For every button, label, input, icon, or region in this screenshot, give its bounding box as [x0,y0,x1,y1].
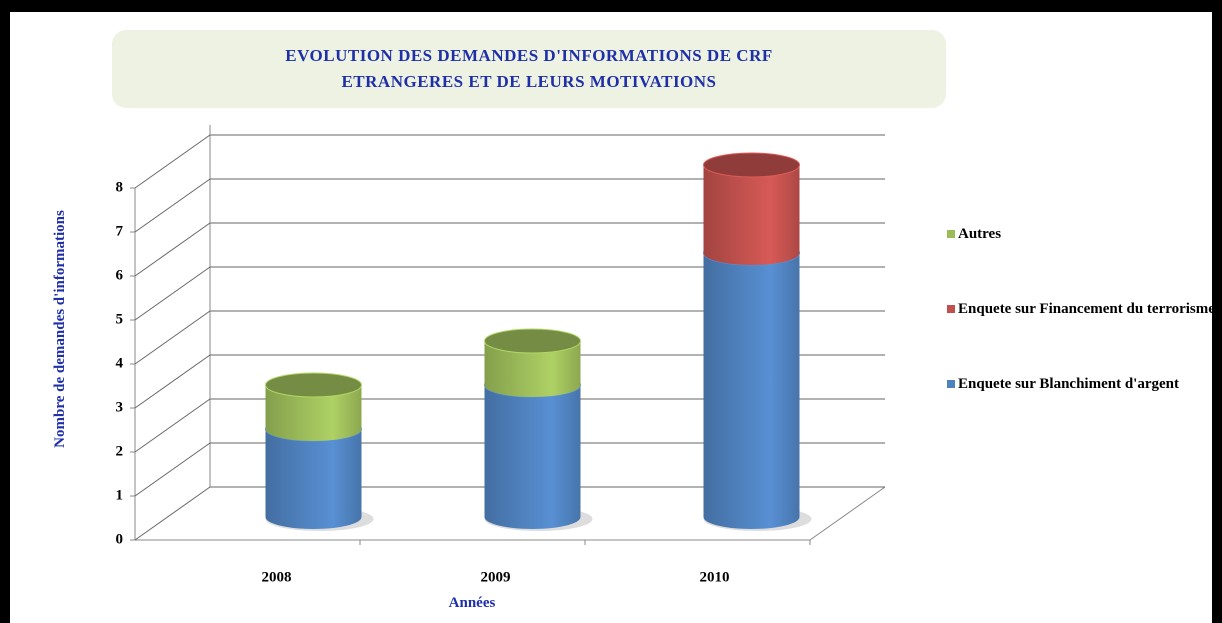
legend-label: Enquete sur Blanchiment d'argent [958,376,1179,392]
cylinder-top [484,328,581,354]
x-tick-label: 2010 [700,569,730,585]
legend-entry: Enquete sur Blanchiment d'argent [947,372,1220,397]
grid-line [134,266,211,321]
y-tick-label: 1 [116,487,124,503]
y-tick-label: 4 [116,355,124,371]
cylinder-top [703,152,800,178]
legend-swatch [947,230,955,238]
y-tick-label: 8 [116,179,124,195]
chart-title: EVOLUTION DES DEMANDES D'INFORMATIONS DE… [112,30,946,108]
grid-line [134,134,211,189]
cylinder-body [484,385,581,529]
bar-segment [484,328,581,398]
y-tick-label: 6 [116,267,124,283]
cylinder-body [703,253,800,529]
y-tick-label: 7 [116,223,124,239]
x-tick-label: 2008 [262,569,292,585]
bar-segment [703,240,800,529]
cylinder-top [265,372,362,398]
legend-entry: Autres [947,222,1220,247]
y-tick-label: 5 [116,311,124,327]
grid-line [134,222,211,277]
legend-swatch [947,305,955,313]
cylinder-body [703,165,800,265]
cylinder-body [265,385,362,441]
legend-label: Autres [958,226,1002,242]
legend-swatch [947,380,955,388]
y-axis-label: Nombre de demandes d'informations [52,210,68,448]
floor-edge [809,486,886,541]
legend-entry: Enquete sur Financement du terrorisme [947,297,1220,322]
cylinder-body [265,429,362,529]
frame [0,0,1222,12]
grid-line [134,398,211,453]
bar-segment [265,372,362,441]
grid-line [134,442,211,497]
x-tick-label: 2009 [481,569,511,585]
cylinder-body [484,341,581,398]
y-tick-label: 0 [116,531,124,547]
legend-label: Enquete sur Financement du terrorisme [958,301,1215,317]
frame [0,0,10,623]
y-tick-label: 3 [116,399,124,415]
y-tick-label: 2 [116,443,124,459]
grid-line [134,178,211,233]
frame [1212,0,1222,623]
grid-line [134,310,211,365]
bar-segment [703,152,800,265]
grid-line [134,486,211,541]
x-axis-label: Années [448,595,496,611]
grid-line [134,354,211,409]
